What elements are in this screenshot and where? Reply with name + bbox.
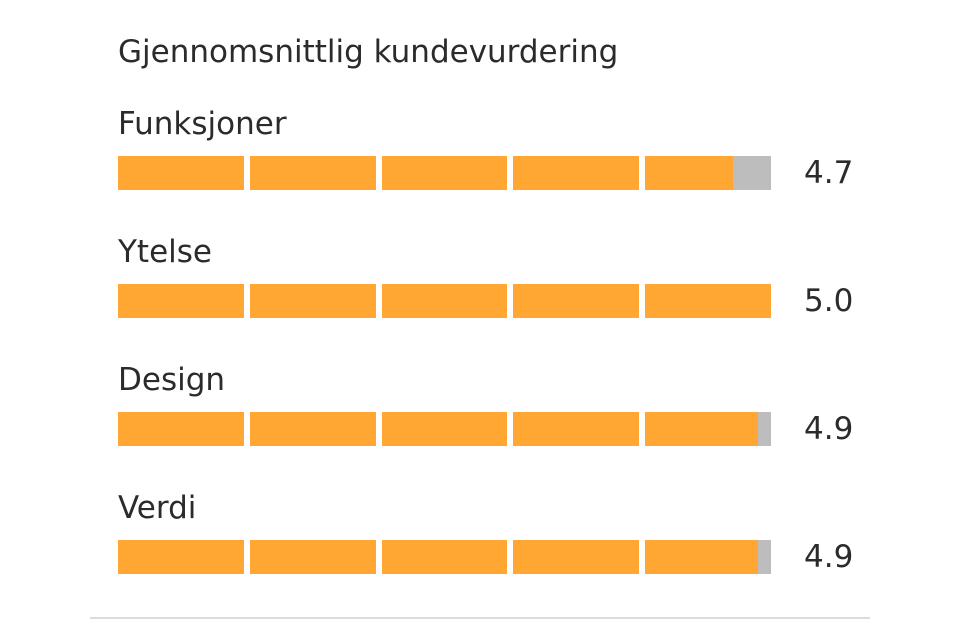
rating-segment-fill xyxy=(645,412,759,446)
rating-bar xyxy=(118,412,771,446)
rating-segment-fill xyxy=(381,156,508,190)
rating-segment-fill xyxy=(118,284,244,318)
rating-label: Verdi xyxy=(118,490,197,526)
rating-segment-fill xyxy=(513,412,640,446)
rating-segment-fill xyxy=(645,156,734,190)
rating-segment-fill xyxy=(249,540,376,574)
rating-value: 4.7 xyxy=(804,155,854,191)
rating-value: 5.0 xyxy=(804,283,854,319)
rating-label: Ytelse xyxy=(118,234,212,270)
rating-segment xyxy=(513,156,640,190)
rating-segment xyxy=(118,284,244,318)
panel-title: Gjennomsnittlig kundevurdering xyxy=(118,34,619,70)
rating-label: Design xyxy=(118,362,226,398)
rating-row-design: Design 4.9 xyxy=(0,360,960,488)
rating-value: 4.9 xyxy=(804,411,854,447)
rating-segment xyxy=(645,284,771,318)
rating-segment-fill xyxy=(513,156,640,190)
rating-segment xyxy=(249,540,376,574)
rating-segment-fill xyxy=(513,284,640,318)
rating-segment xyxy=(381,412,508,446)
rating-row-verdi: Verdi 4.9 xyxy=(0,488,960,616)
rating-segment-fill xyxy=(381,412,508,446)
rating-segment-fill xyxy=(381,284,508,318)
rating-segment xyxy=(249,412,376,446)
rating-segment-fill xyxy=(249,284,376,318)
rating-value: 4.9 xyxy=(804,539,854,575)
rating-row-ytelse: Ytelse 5.0 xyxy=(0,232,960,360)
rating-segment-fill xyxy=(513,540,640,574)
rating-segment-fill xyxy=(249,156,376,190)
rating-segment-fill xyxy=(381,540,508,574)
rating-segment xyxy=(118,156,244,190)
rating-segment-fill xyxy=(249,412,376,446)
rating-row-funksjoner: Funksjoner 4.7 xyxy=(0,104,960,232)
rating-segment xyxy=(381,540,508,574)
rating-bar xyxy=(118,540,771,574)
rating-segment xyxy=(645,540,771,574)
rating-segment xyxy=(118,540,244,574)
rating-segment xyxy=(249,156,376,190)
rating-bar xyxy=(118,156,771,190)
rating-segment-fill xyxy=(645,284,771,318)
rating-segment xyxy=(513,540,640,574)
rating-segment xyxy=(513,412,640,446)
rating-segment-fill xyxy=(118,156,244,190)
rating-segment xyxy=(118,412,244,446)
rating-segment xyxy=(249,284,376,318)
rating-segment-fill xyxy=(118,540,244,574)
rating-segment-fill xyxy=(645,540,759,574)
rating-segment xyxy=(645,412,771,446)
rating-bar xyxy=(118,284,771,318)
rating-segment xyxy=(513,284,640,318)
rating-segment xyxy=(645,156,771,190)
rating-segment xyxy=(381,156,508,190)
rating-segment xyxy=(381,284,508,318)
rating-segment-fill xyxy=(118,412,244,446)
bottom-divider xyxy=(90,617,870,619)
rating-label: Funksjoner xyxy=(118,106,287,142)
